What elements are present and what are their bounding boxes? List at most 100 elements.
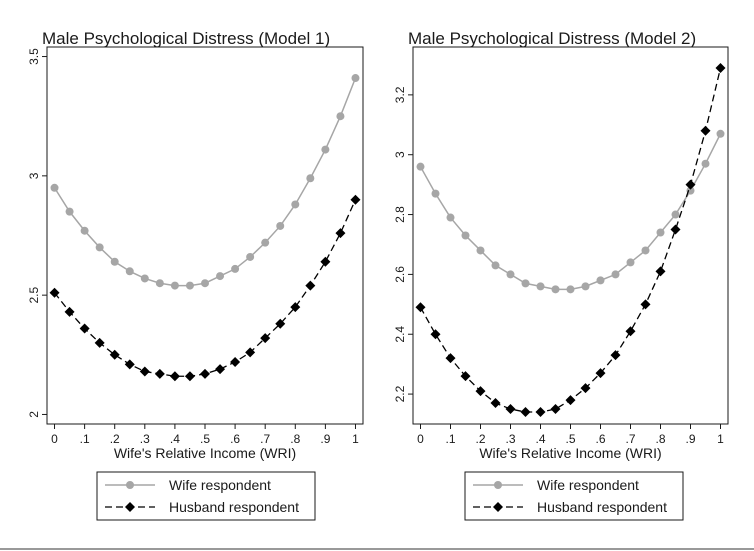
x-tick-label: .2 xyxy=(110,432,120,446)
y-tick-label: 2.8 xyxy=(393,206,407,223)
data-point xyxy=(351,74,360,83)
legend: Wife respondent Husband respondent xyxy=(96,471,316,521)
x-tick-label: .7 xyxy=(625,432,635,446)
x-tick-label: .1 xyxy=(445,432,455,446)
data-point xyxy=(65,207,74,216)
data-point xyxy=(185,281,194,290)
chart-title: Male Psychological Distress (Model 1) xyxy=(42,29,330,48)
plot-frame xyxy=(412,46,729,425)
legend: Wife respondent Husband respondent xyxy=(464,471,684,521)
data-point xyxy=(506,270,515,279)
data-point xyxy=(670,224,681,235)
data-point xyxy=(79,323,90,334)
x-tick-label: .1 xyxy=(80,432,90,446)
data-point xyxy=(125,267,134,276)
chart-panel-2: Male Psychological Distress (Model 2) 2.2… xyxy=(393,29,729,521)
data-point xyxy=(95,243,104,252)
legend-frame xyxy=(464,471,684,521)
data-point xyxy=(320,256,331,267)
data-point xyxy=(595,368,606,379)
legend-frame xyxy=(96,471,316,521)
data-point xyxy=(154,368,165,379)
legend-label: Wife respondent xyxy=(169,477,271,493)
data-point xyxy=(306,174,315,183)
data-point xyxy=(291,200,300,209)
x-tick-label: 1 xyxy=(717,432,724,446)
data-point xyxy=(216,272,225,281)
data-point xyxy=(505,404,516,415)
legend-swatch-marker xyxy=(126,481,134,489)
y-tick-label: 3.5 xyxy=(27,48,41,65)
data-point xyxy=(335,228,346,239)
x-axis-label: Wife's Relative Income (WRI) xyxy=(479,445,661,461)
data-point xyxy=(625,326,636,337)
x-tick-label: .3 xyxy=(140,432,150,446)
data-point xyxy=(260,333,271,344)
data-point xyxy=(155,279,164,288)
data-point xyxy=(611,270,620,279)
data-point xyxy=(94,337,105,348)
data-point xyxy=(184,371,195,382)
y-tick-label: 3 xyxy=(27,172,41,179)
data-point xyxy=(336,112,345,121)
data-point xyxy=(536,282,545,291)
data-point xyxy=(275,318,286,329)
x-tick-label: .4 xyxy=(535,432,545,446)
x-tick-label: .6 xyxy=(595,432,605,446)
data-point xyxy=(491,261,500,270)
data-point xyxy=(671,210,680,219)
legend-label: Husband respondent xyxy=(537,499,667,515)
data-point xyxy=(415,302,426,313)
data-point xyxy=(490,398,501,409)
data-point xyxy=(700,125,711,136)
data-point xyxy=(169,371,180,382)
data-point xyxy=(475,386,486,397)
x-tick-label: 0 xyxy=(417,432,424,446)
data-point xyxy=(596,276,605,285)
data-point xyxy=(321,145,330,154)
x-tick-label: .7 xyxy=(260,432,270,446)
chart-title: Male Psychological Distress (Model 2) xyxy=(408,29,696,48)
data-point xyxy=(245,347,256,358)
data-point xyxy=(535,407,546,418)
x-tick-label: .3 xyxy=(505,432,515,446)
chart-panel-1: Male Psychological Distress (Model 1) 2 2.… xyxy=(27,29,364,521)
data-point xyxy=(655,266,666,277)
data-point xyxy=(640,299,651,310)
data-point xyxy=(431,189,440,198)
data-point xyxy=(215,364,226,375)
data-point xyxy=(626,258,635,267)
data-point xyxy=(170,281,179,290)
data-point xyxy=(430,329,441,340)
y-tick-label: 2.6 xyxy=(393,266,407,283)
data-point xyxy=(261,238,270,247)
data-point xyxy=(305,280,316,291)
data-point xyxy=(460,371,471,382)
data-point xyxy=(520,407,531,418)
data-point xyxy=(550,404,561,415)
x-tick-label: .2 xyxy=(475,432,485,446)
x-tick-label: .8 xyxy=(290,432,300,446)
y-tick-label: 2.4 xyxy=(393,326,407,343)
data-point xyxy=(290,302,301,313)
data-point xyxy=(551,285,560,294)
data-point xyxy=(230,356,241,367)
data-point xyxy=(461,231,470,240)
legend-swatch-marker xyxy=(494,481,502,489)
data-point xyxy=(641,246,650,255)
series-line-2 xyxy=(419,67,722,413)
data-point xyxy=(715,62,726,73)
legend-swatch-marker xyxy=(125,502,135,512)
x-tick-label: .6 xyxy=(230,432,240,446)
data-point xyxy=(656,228,665,237)
legend-label: Husband respondent xyxy=(169,499,299,515)
x-tick-label: .9 xyxy=(685,432,695,446)
data-point xyxy=(685,179,696,190)
data-point xyxy=(231,264,240,273)
y-tick-label: 2.5 xyxy=(27,286,41,303)
data-point xyxy=(416,162,425,171)
data-point xyxy=(445,353,456,364)
x-tick-label: .8 xyxy=(655,432,665,446)
data-point xyxy=(200,368,210,379)
